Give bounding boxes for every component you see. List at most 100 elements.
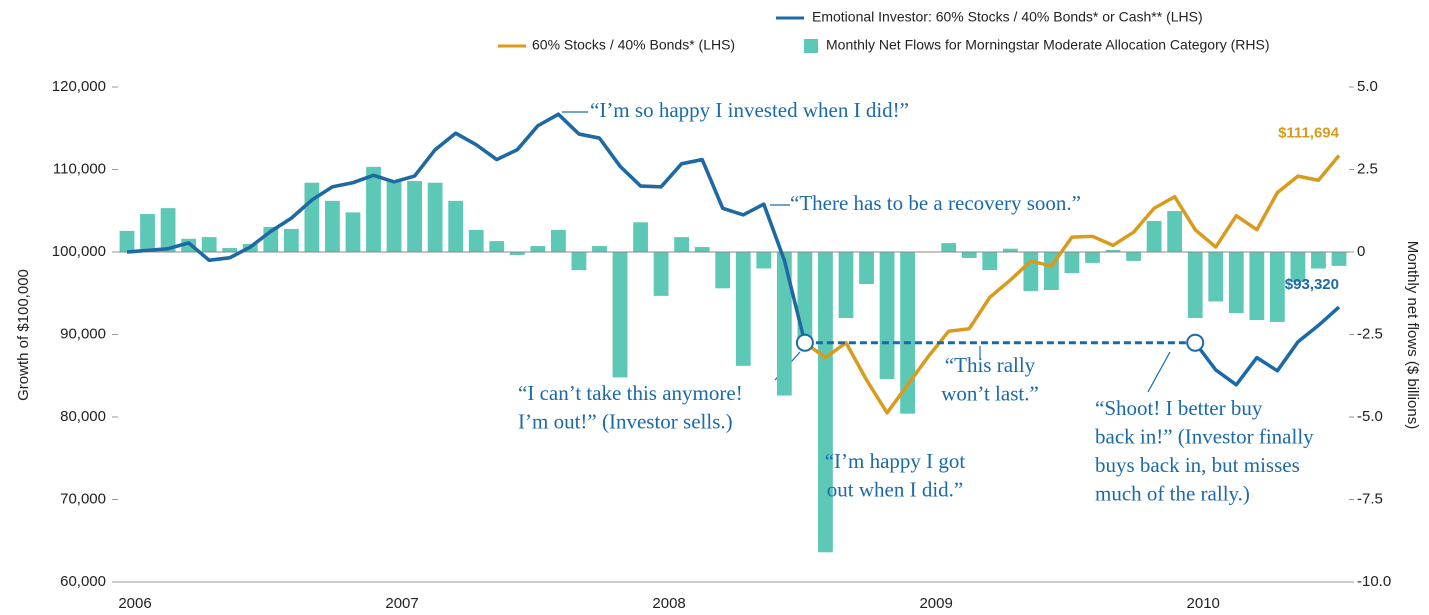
annotation: “There has to be a recovery soon.”: [790, 191, 1081, 215]
line: [1193, 305, 1341, 387]
y2-tick-label: 5.0: [1357, 78, 1378, 95]
bar: [448, 200, 464, 252]
bar: [961, 252, 977, 258]
y2-tick-label: 0: [1357, 243, 1365, 260]
y2-tick-label: -7.5: [1357, 490, 1383, 507]
annotation: “I can’t take this anymore!: [518, 381, 743, 405]
y-tick-label: 60,000: [60, 573, 106, 590]
bar: [1023, 252, 1039, 291]
bar: [427, 182, 443, 252]
bar: [982, 252, 998, 271]
y-tick-label: 70,000: [60, 490, 106, 507]
bar: [941, 243, 957, 252]
bar: [366, 166, 381, 252]
bar: [386, 180, 402, 252]
line: [126, 112, 807, 344]
bar: [1126, 252, 1141, 261]
annotation: out when I did.”: [827, 477, 963, 501]
y-axis-title: Growth of $100,000: [15, 269, 32, 401]
bar: [653, 252, 669, 296]
y2-tick-label: -10.0: [1357, 573, 1391, 590]
bar: [468, 229, 484, 252]
x-tick-label: 2009: [919, 595, 952, 612]
annotation: much of the rally.): [1095, 481, 1250, 505]
bar: [1064, 252, 1080, 274]
line: [126, 112, 1341, 415]
annotation: won’t last.”: [941, 381, 1039, 405]
bar: [674, 237, 690, 252]
bar: [612, 252, 628, 378]
bar: [283, 228, 299, 252]
annotation: buys back in, but misses: [1095, 453, 1300, 477]
y2-tick-label: -2.5: [1357, 325, 1383, 342]
bar: [1085, 252, 1100, 263]
bar: [140, 214, 155, 252]
bar: [1249, 252, 1265, 320]
bar: [1208, 252, 1224, 302]
bar: [879, 252, 895, 380]
y-tick-label: 80,000: [60, 408, 106, 425]
bar: [1187, 252, 1203, 318]
y2-tick-label: 2.5: [1357, 160, 1378, 177]
legend-label: Emotional Investor: 60% Stocks / 40% Bon…: [812, 9, 1203, 25]
annotation: “I’m so happy I invested when I did!”: [590, 98, 909, 122]
bar: [694, 247, 710, 252]
trade-point: [795, 333, 814, 352]
y2-axis-title: Monthly net flows ($ billions): [1404, 241, 1421, 429]
bar: [859, 252, 874, 285]
bar: [756, 252, 772, 269]
annotation: I’m out!” (Investor sells.): [518, 409, 733, 433]
bar: [735, 252, 751, 366]
bar: [201, 237, 217, 252]
bar: [407, 181, 422, 252]
bar: [119, 230, 135, 252]
bar: [1146, 220, 1162, 252]
end-label: $93,320: [1285, 276, 1339, 293]
bar: [550, 229, 566, 252]
y-tick-label: 100,000: [52, 243, 106, 260]
bar: [509, 252, 525, 255]
bar: [592, 246, 607, 252]
bar: [838, 252, 854, 318]
annotation: back in!” (Investor finally: [1095, 424, 1314, 448]
bar: [1105, 250, 1121, 252]
annotation: “I’m happy I got: [825, 449, 966, 473]
bar: [715, 252, 731, 289]
bar: [1331, 252, 1347, 266]
y2-tick-label: -5.0: [1357, 408, 1383, 425]
bar: [160, 208, 176, 252]
x-tick-label: 2006: [118, 595, 151, 612]
bar: [1167, 211, 1183, 252]
bar: [776, 252, 792, 396]
bar: [633, 222, 648, 252]
x-tick-label: 2010: [1187, 595, 1220, 612]
annotation: “This rally: [945, 353, 1036, 377]
bar: [181, 238, 197, 252]
bar: [222, 248, 238, 252]
bar: [325, 200, 340, 252]
y-tick-label: 110,000: [53, 160, 106, 177]
legend-label: Monthly Net Flows for Morningstar Modera…: [826, 37, 1270, 53]
trade-point: [1186, 333, 1205, 352]
bar: [571, 252, 587, 271]
bar: [1311, 252, 1326, 269]
bar: [304, 182, 320, 252]
bar: [345, 212, 361, 252]
bar: [900, 252, 916, 414]
x-tick-label: 2008: [652, 595, 685, 612]
y-tick-label: 120,000: [52, 78, 106, 95]
legend-swatch: [804, 39, 818, 53]
legend-label: 60% Stocks / 40% Bonds* (LHS): [532, 37, 735, 53]
bar: [818, 252, 833, 553]
end-label: $111,694: [1278, 124, 1340, 141]
y-tick-label: 90,000: [60, 325, 106, 342]
x-tick-label: 2007: [385, 595, 418, 612]
bar: [1290, 252, 1306, 283]
bar: [530, 246, 546, 252]
bar: [797, 252, 813, 340]
bar: [1269, 252, 1285, 322]
bar: [1002, 248, 1018, 252]
annotation: “Shoot! I better buy: [1095, 396, 1263, 420]
bar: [489, 241, 505, 252]
